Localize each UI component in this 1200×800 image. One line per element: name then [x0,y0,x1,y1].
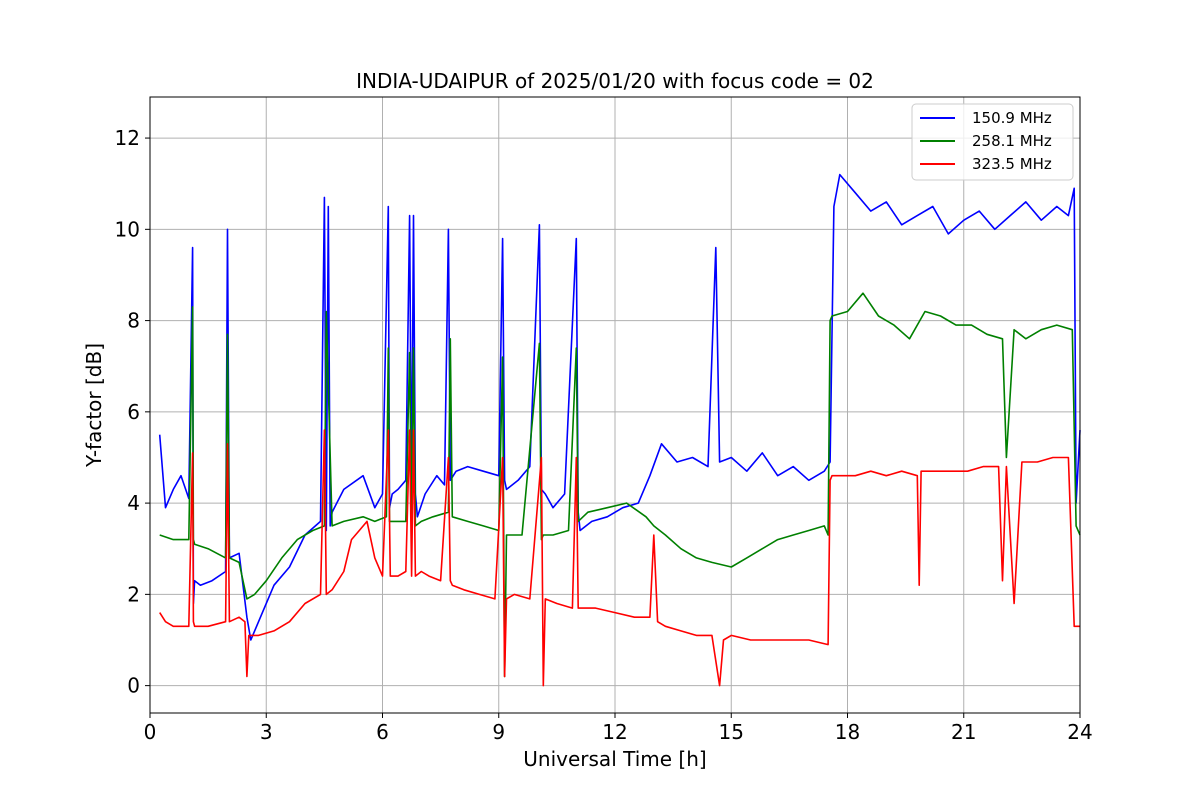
y-tick-label: 12 [115,126,140,150]
y-tick-label: 2 [127,582,140,606]
y-axis-label: Y-factor [dB] [82,343,106,468]
x-tick-label: 18 [835,720,860,744]
x-tick-label: 0 [144,720,157,744]
x-axis-label: Universal Time [h] [523,747,706,771]
legend: 150.9 MHz 258.1 MHz 323.5 MHz [911,103,1074,181]
legend-box [911,103,1074,181]
series-line-2 [159,429,1080,687]
chart-title: INDIA-UDAIPUR of 2025/01/20 with focus c… [356,69,874,93]
legend-label: 323.5 MHz [972,155,1052,173]
x-tick-label: 24 [1067,720,1092,744]
x-tick-label: 21 [951,720,976,744]
y-tick-label: 10 [115,217,140,241]
y-tick-label: 0 [127,674,140,698]
series-line-1 [159,292,1081,678]
plot-area [158,173,1081,687]
series-line-0 [158,173,1081,641]
legend-label: 258.1 MHz [972,132,1052,150]
y-tick-label: 8 [127,309,140,333]
x-tick-label: 9 [492,720,505,744]
x-tick-label: 3 [260,720,273,744]
legend-label: 150.9 MHz [972,109,1052,127]
x-tick-label: 15 [719,720,744,744]
y-tick-label: 6 [127,400,140,424]
x-tick-label: 6 [376,720,389,744]
x-tick-label: 12 [602,720,627,744]
y-tick-label: 4 [127,491,140,515]
